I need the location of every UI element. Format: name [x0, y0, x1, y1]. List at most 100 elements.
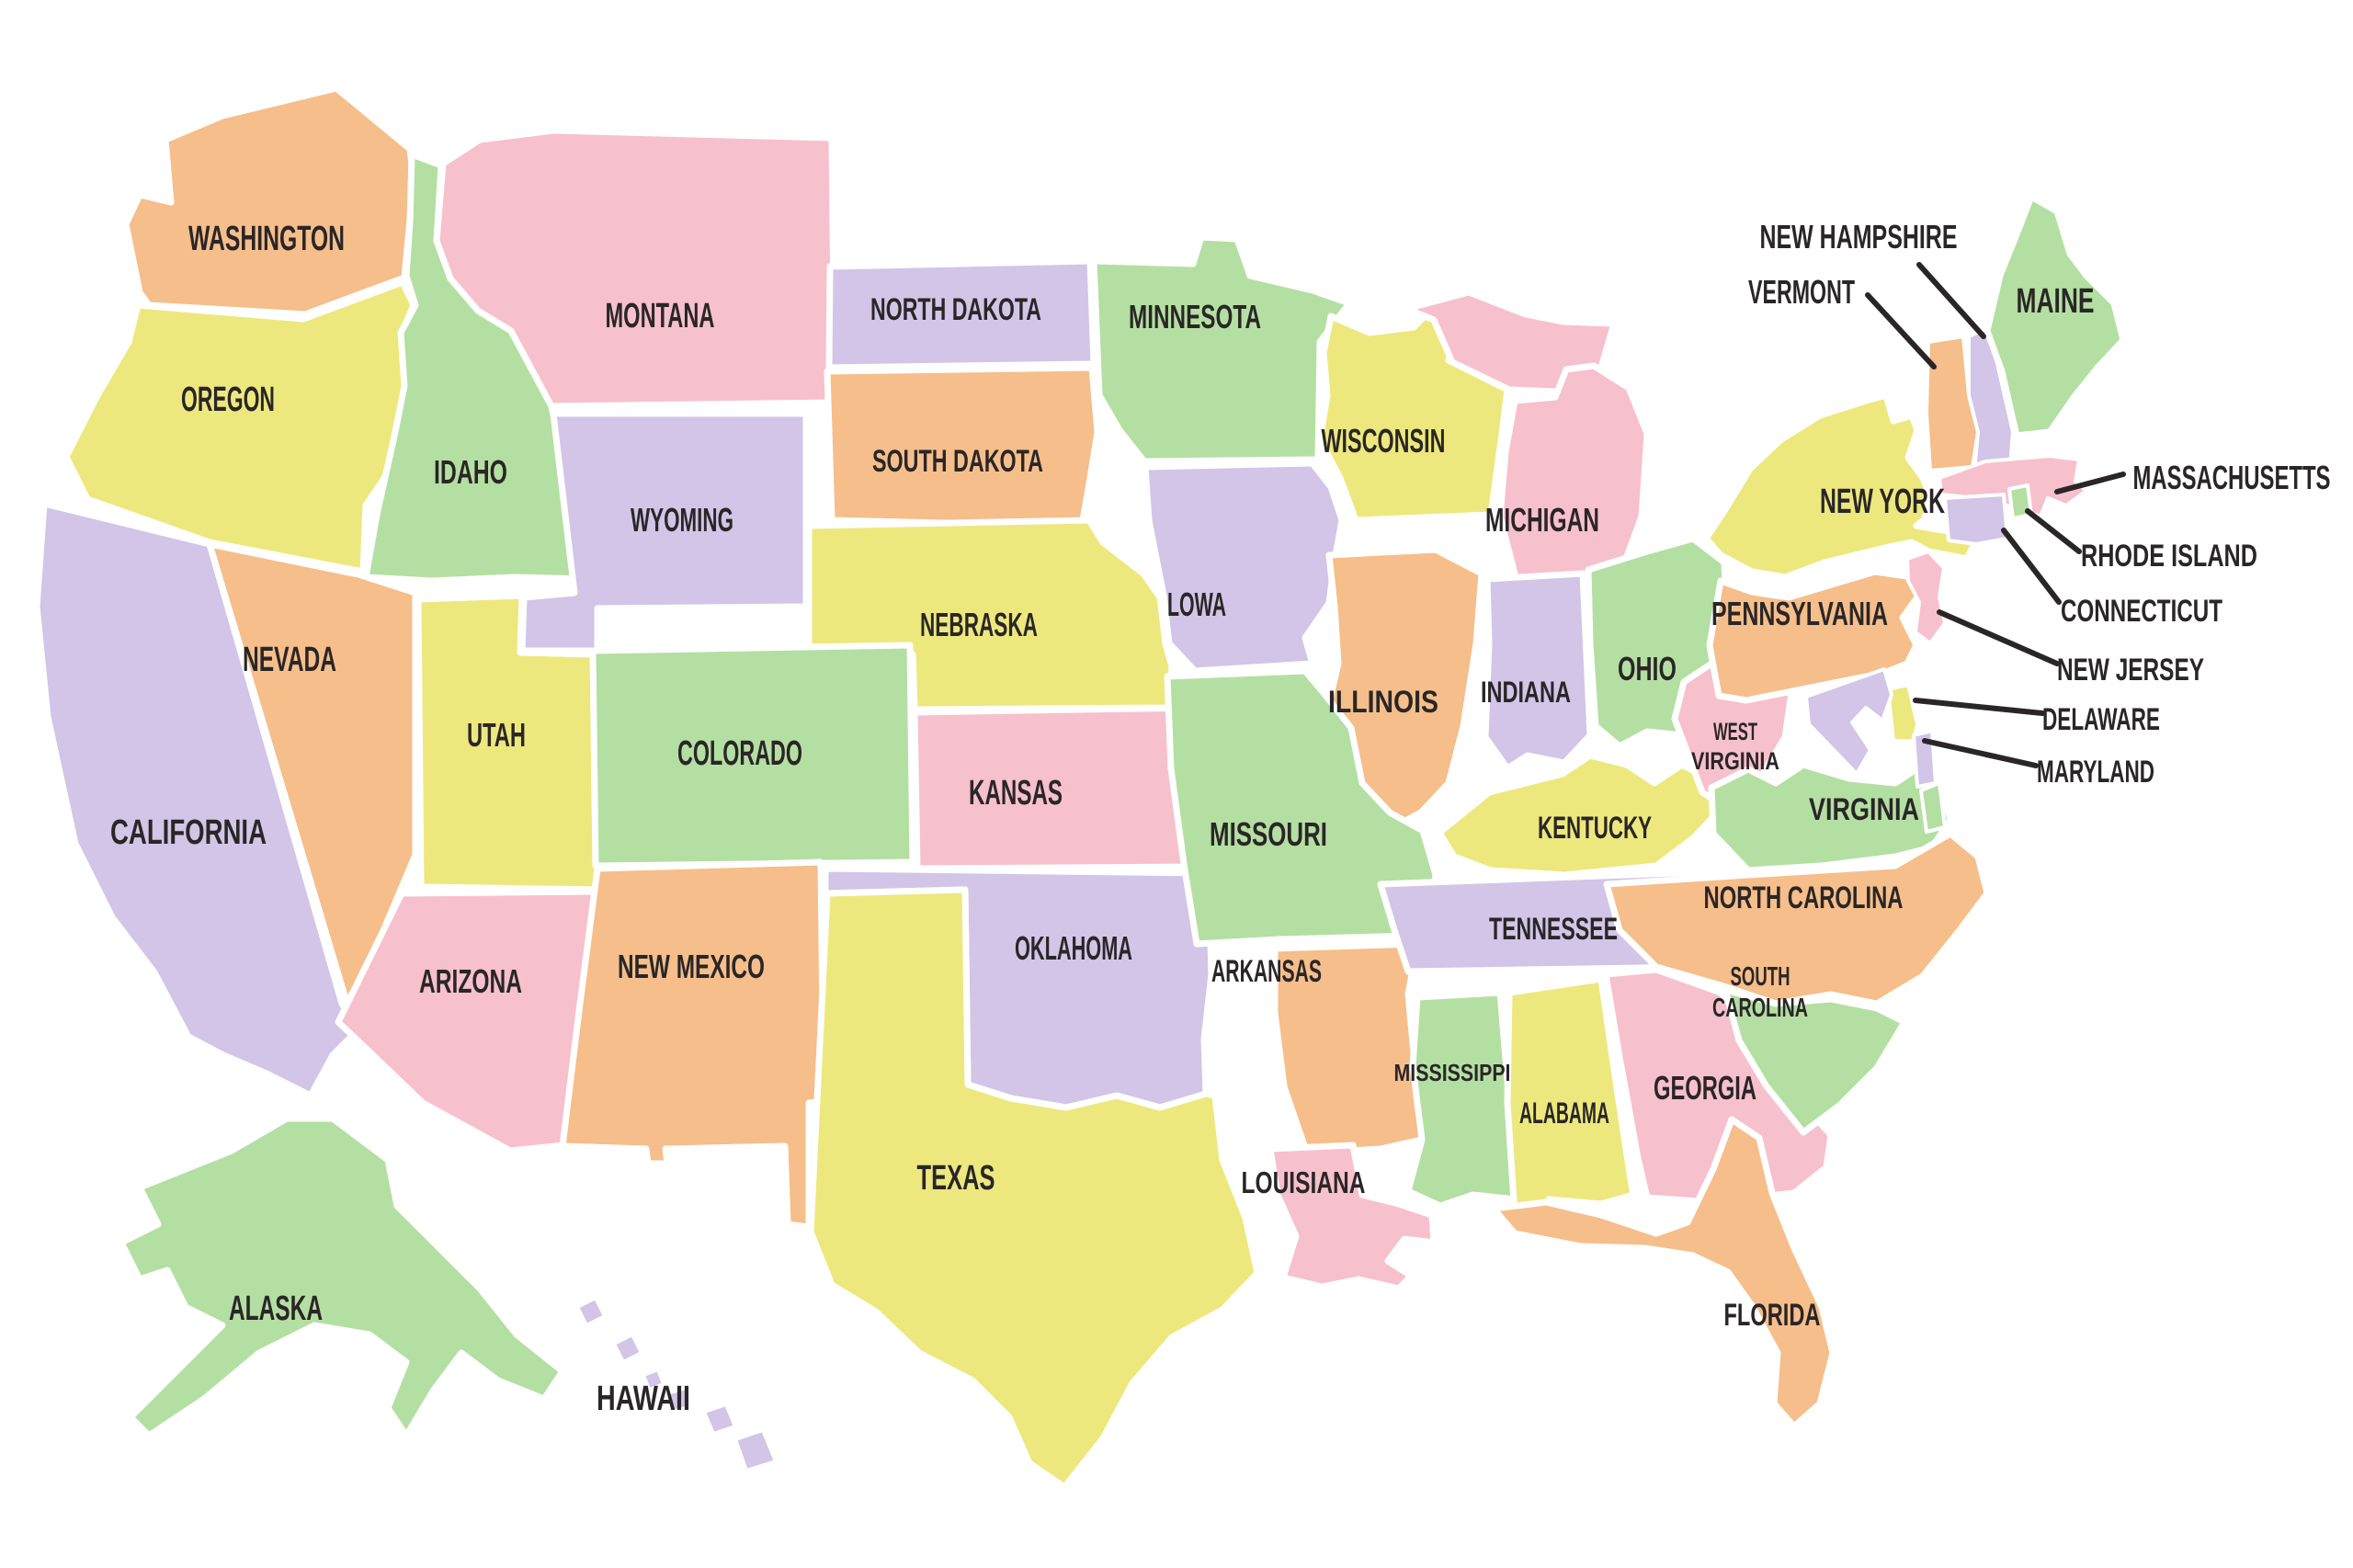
- state-label-arizona: ARIZONA: [419, 962, 522, 1000]
- state-label-kentucky: KENTUCKY: [1538, 811, 1652, 846]
- state-label-utah: UTAH: [467, 716, 526, 754]
- state-label-nevada: NEVADA: [243, 641, 336, 679]
- state-label-wisconsin: WISCONSIN: [1322, 422, 1446, 460]
- state-label-north-dakota: NORTH DAKOTA: [870, 292, 1041, 327]
- state-label-minnesota: MINNESOTA: [1129, 298, 1261, 335]
- state-shape-colorado: [589, 642, 916, 869]
- state-shape-michigan: [1496, 362, 1651, 592]
- state-shape-florida: [1490, 1116, 1836, 1430]
- vermont-callout-line: [1865, 292, 1937, 369]
- state-label-georgia: GEORGIA: [1654, 1069, 1756, 1107]
- state-shape-delaware: [1886, 683, 1919, 743]
- callout-label-massachusetts: MASSACHUSETTS: [2133, 459, 2331, 496]
- state-label-florida: FLORIDA: [1724, 1298, 1821, 1333]
- state-label-alaska: ALASKA: [229, 1290, 323, 1328]
- state-shape-north-carolina: [1603, 830, 1991, 1007]
- state-label-virginia: VIRGINIA: [1809, 792, 1919, 827]
- state-shape-louisiana: [1267, 1142, 1438, 1292]
- state-shape-maine: [1984, 193, 2127, 439]
- state-shape-iowa: [1142, 460, 1346, 675]
- state-shape-georgia: [1602, 966, 1835, 1206]
- state-shape-montana: [433, 127, 838, 410]
- state-shape-missouri: [1164, 667, 1439, 948]
- state-label-mississippi: MISSISSIPPI: [1394, 1059, 1511, 1086]
- state-label-washington: WASHINGTON: [188, 220, 345, 258]
- state-shape-pennsylvania: [1706, 568, 1923, 704]
- state-shape-wisconsin: [1316, 301, 1511, 524]
- state-shape-washington: [122, 85, 417, 318]
- state-labels: WASHINGTON OREGON IDAHO MONTANA WYOMING …: [110, 220, 2095, 1418]
- state-label-south-carolina-line1: SOUTH: [1731, 962, 1790, 992]
- new-hampshire-callout-line: [1916, 262, 1986, 339]
- state-label-texas: TEXAS: [917, 1159, 995, 1198]
- callout-labels: NEW HAMPSHIRE VERMONT MASSACHUSETTS RHOD…: [1748, 218, 2331, 790]
- state-shape-new-jersey: [1905, 550, 1947, 645]
- callout-lines: [1865, 262, 2126, 768]
- state-label-wyoming: WYOMING: [631, 501, 733, 539]
- callout-label-new-jersey: NEW JERSEY: [2057, 653, 2204, 687]
- state-shape-maryland: [1804, 667, 1893, 776]
- state-shape-connecticut: [1943, 493, 2009, 546]
- state-shape-mississippi: [1404, 989, 1520, 1210]
- state-label-indiana: INDIANA: [1481, 676, 1571, 709]
- rhode-island-callout-line: [2025, 508, 2082, 554]
- state-label-louisiana: LOUISIANA: [1242, 1165, 1366, 1199]
- state-shape-hawaii-islands: [575, 1296, 778, 1472]
- state-label-nebraska: NEBRASKA: [920, 606, 1038, 643]
- state-label-michigan: MICHIGAN: [1485, 501, 1599, 539]
- state-label-new-mexico: NEW MEXICO: [618, 948, 765, 985]
- state-label-west-virginia-line1: WEST: [1713, 718, 1757, 745]
- hawaii-island: [702, 1403, 737, 1436]
- state-label-ohio: OHIO: [1618, 650, 1677, 687]
- state-label-oklahoma: OKLAHOMA: [1015, 929, 1132, 967]
- state-shape-alaska: [118, 1115, 566, 1439]
- state-shape-nevada: [206, 540, 419, 1015]
- state-shape-north-dakota: [825, 257, 1097, 371]
- state-shape-alabama: [1504, 975, 1637, 1224]
- state-label-pennsylvania: PENNSYLVANIA: [1711, 595, 1888, 632]
- state-shape-south-carolina: [1722, 986, 1908, 1136]
- maryland-callout-line: [1922, 738, 2039, 768]
- new-jersey-callout-line: [1937, 609, 2060, 666]
- state-label-iowa: LOWA: [1167, 585, 1226, 623]
- massachusetts-callout-line: [2054, 472, 2126, 494]
- state-shape-new-york: [1702, 392, 1978, 581]
- hawaii-island: [665, 1386, 693, 1414]
- state-label-illinois: ILLINOIS: [1328, 685, 1438, 720]
- state-label-north-carolina: NORTH CAROLINA: [1704, 881, 1904, 915]
- callout-label-vermont: VERMONT: [1748, 273, 1855, 311]
- state-label-south-carolina-line2: CAROLINA: [1712, 994, 1808, 1023]
- state-label-oregon: OREGON: [181, 381, 275, 419]
- state-shape-south-dakota: [824, 364, 1101, 529]
- hawaii-island: [575, 1296, 607, 1327]
- delaware-callout-line: [1913, 698, 2045, 716]
- state-label-california: CALIFORNIA: [110, 813, 267, 852]
- state-shape-new-mexico: [559, 858, 827, 1231]
- state-shapes: [33, 85, 2127, 1491]
- state-label-montana: MONTANA: [606, 297, 715, 335]
- state-label-west-virginia-line2: VIRGINIA: [1691, 747, 1779, 775]
- state-label-hawaii: HAWAII: [597, 1380, 690, 1418]
- callout-label-new-hampshire: NEW HAMPSHIRE: [1760, 218, 1958, 256]
- state-label-idaho: IDAHO: [434, 453, 507, 491]
- connecticut-callout-line: [2001, 528, 2062, 605]
- callout-label-delaware: DELAWARE: [2042, 702, 2160, 737]
- state-label-new-york: NEW YORK: [1820, 483, 1945, 521]
- state-shape-oregon: [63, 278, 419, 575]
- state-shape-virginia-eastern-shore: [1919, 781, 1947, 834]
- state-label-arkansas: ARKANSAS: [1211, 954, 1322, 989]
- state-shape-minnesota: [1090, 233, 1353, 465]
- state-label-colorado: COLORADO: [677, 734, 802, 773]
- callout-label-connecticut: CONNECTICUT: [2061, 594, 2222, 629]
- state-label-kansas: KANSAS: [969, 774, 1063, 812]
- state-label-tennessee: TENNESSEE: [1489, 912, 1618, 947]
- state-label-south-dakota: SOUTH DAKOTA: [872, 444, 1043, 479]
- hawaii-island: [733, 1428, 778, 1472]
- state-label-alabama: ALABAMA: [1519, 1096, 1609, 1130]
- state-shape-texas: [807, 886, 1261, 1491]
- hawaii-island: [642, 1368, 665, 1392]
- state-label-missouri: MISSOURI: [1210, 815, 1327, 853]
- callout-label-rhode-island: RHODE ISLAND: [2081, 539, 2257, 574]
